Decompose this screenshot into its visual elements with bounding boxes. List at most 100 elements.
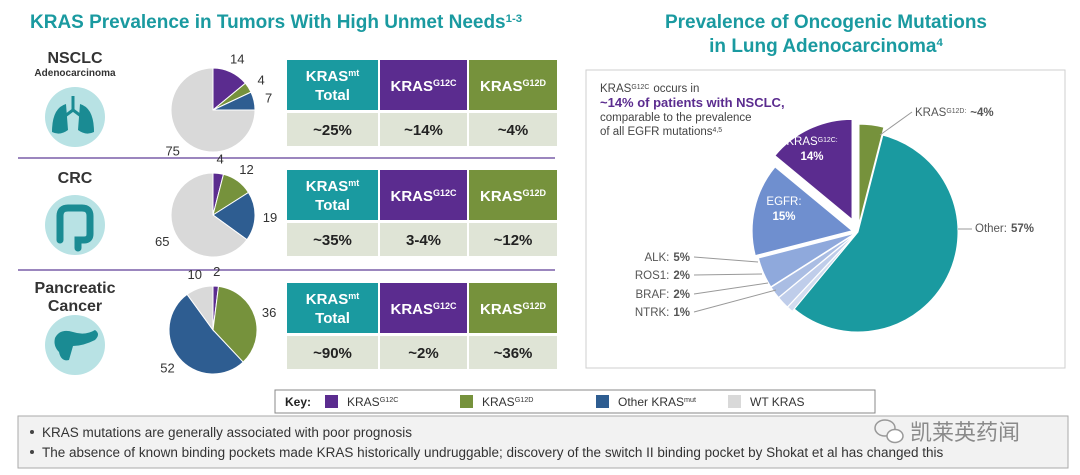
row-title: Pancreatic Cancer xyxy=(34,280,116,315)
pancreas-icon xyxy=(45,315,105,375)
text-part: of all EGFR mutations xyxy=(600,126,713,138)
callout: comparable to the prevalence xyxy=(600,112,752,124)
value-label: 4 xyxy=(258,72,265,87)
pie-slice xyxy=(751,166,854,257)
text-part: 15% xyxy=(772,211,795,223)
table-header-cell xyxy=(469,60,557,110)
text-part: KRAS xyxy=(306,291,349,308)
superscript: 1-3 xyxy=(506,13,522,25)
text-part: 14% xyxy=(800,151,823,163)
pie-slice xyxy=(186,285,214,332)
slice-label: 15% xyxy=(772,211,795,223)
pie-slice xyxy=(168,293,244,375)
table-header: Total xyxy=(315,197,350,214)
key-box xyxy=(274,389,876,414)
pie-slice xyxy=(793,134,959,333)
wechat-icon xyxy=(874,419,904,444)
callout: of all EGFR mutations4,5 xyxy=(600,126,722,138)
value-label: 7 xyxy=(265,91,272,106)
text-part: WT KRAS xyxy=(750,395,804,409)
table-header: Total xyxy=(315,310,350,327)
text-part: 2% xyxy=(673,289,690,301)
text-part: ~4% xyxy=(970,107,993,119)
table-cell xyxy=(469,223,557,256)
table-cell xyxy=(469,336,557,369)
table-cell xyxy=(287,223,378,256)
bullet xyxy=(30,450,34,454)
table-header-cell xyxy=(380,170,467,220)
legend-swatch xyxy=(728,395,741,408)
text-part: KRAS xyxy=(915,107,947,119)
value-label: 65 xyxy=(155,234,169,249)
table-value: ~36% xyxy=(494,345,533,362)
slice-label: Other: 57% xyxy=(975,223,1034,235)
legend-entry: Other KRASmut xyxy=(618,395,696,410)
legend-entry: KRASG12D xyxy=(482,395,533,410)
superscript: 4,5 xyxy=(712,127,722,134)
slice-label: ALK: 5% xyxy=(644,252,690,264)
table-value: ~12% xyxy=(494,232,533,249)
text-part: KRAS xyxy=(306,178,349,195)
superscript: G12C xyxy=(380,395,399,404)
text-part: Other KRAS xyxy=(618,395,684,409)
legend-entry: KRASG12C xyxy=(347,395,398,410)
text-part: BRAF: xyxy=(636,289,670,301)
superscript: G12D xyxy=(523,301,547,311)
table-value: ~35% xyxy=(313,232,352,249)
slice-label: KRASG12D: ~4% xyxy=(915,107,994,119)
superscript: G12C xyxy=(433,301,457,311)
callout: ~14% of patients with NSCLC, xyxy=(600,95,785,110)
value-label: 52 xyxy=(160,361,174,376)
table-header: KRASG12C xyxy=(390,78,457,95)
pie-slice xyxy=(774,118,853,221)
legend-swatch xyxy=(325,395,338,408)
legend-swatch xyxy=(596,395,609,408)
pie-slice xyxy=(858,123,885,225)
table-header-cell xyxy=(287,170,378,220)
key-label: Key: xyxy=(285,395,311,409)
text-part: KRAS xyxy=(482,395,515,409)
slice-label: BRAF: 2% xyxy=(636,289,691,301)
text-part: comparable to the prevalence xyxy=(600,112,752,124)
text-part: in Lung Adenocarcinoma xyxy=(709,36,937,57)
table-value: ~14% xyxy=(404,122,443,139)
leader-line xyxy=(693,273,763,276)
table-header: KRASmt xyxy=(306,178,360,195)
title: in Lung Adenocarcinoma4 xyxy=(709,36,943,57)
table-value: ~25% xyxy=(313,122,352,139)
table-header: KRASmt xyxy=(306,291,360,308)
table-header: KRASG12D xyxy=(480,188,547,205)
text-part: EGFR: xyxy=(766,196,801,208)
table-header: KRASG12C xyxy=(390,301,457,318)
table-header: KRASG12C xyxy=(390,188,457,205)
table-header-cell xyxy=(287,60,378,110)
superscript: 4 xyxy=(936,37,943,49)
superscript: G12D xyxy=(523,78,547,88)
slice-label: 14% xyxy=(800,151,823,163)
table-header: KRASmt xyxy=(306,68,360,85)
text-part: KRAS xyxy=(480,301,523,318)
table-cell xyxy=(380,223,467,256)
pie-slice xyxy=(212,191,256,241)
row-title: NSCLC Adenocarcinoma xyxy=(15,50,135,80)
title: Prevalence of Oncogenic Mutations xyxy=(665,12,987,33)
text-part: 57% xyxy=(1011,223,1034,235)
pie-slice xyxy=(212,285,258,363)
text-part: Total xyxy=(315,310,350,327)
lung-icon xyxy=(45,87,105,147)
superscript: G12D xyxy=(515,395,534,404)
text-part: ALK: xyxy=(644,252,669,264)
table-value: ~2% xyxy=(408,345,438,362)
text-part: Other: xyxy=(975,223,1007,235)
table-cell xyxy=(380,336,467,369)
callout: KRASG12C occurs in xyxy=(600,83,699,95)
legend-entry: WT KRAS xyxy=(750,395,804,409)
text-part: KRAS xyxy=(306,68,349,85)
slice-label: KRASG12C: xyxy=(786,136,837,148)
note: The absence of known binding pockets mad… xyxy=(42,445,944,460)
title: KRAS Prevalence in Tumors With High Unme… xyxy=(30,12,522,33)
row-title-text: NSCLC xyxy=(47,50,103,67)
text-part: Total xyxy=(315,197,350,214)
text-part: KRAS xyxy=(600,83,632,95)
